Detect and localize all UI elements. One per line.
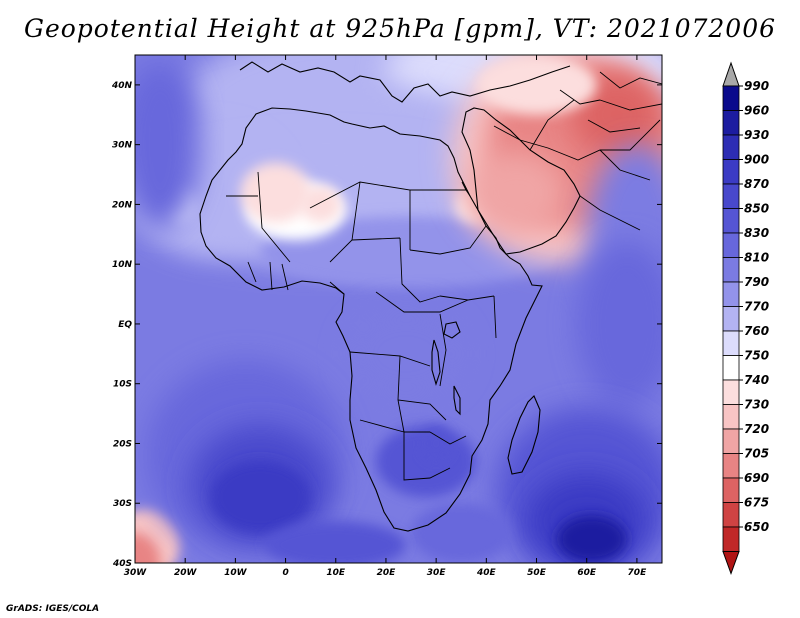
madagascar-coastline: [507, 395, 541, 475]
x-tick-label: 20W: [174, 568, 198, 578]
country-borders: [226, 99, 661, 481]
colorbar-extend-top: [722, 61, 740, 87]
colorbar-label: 730: [744, 398, 769, 412]
chart-title: Geopotential Height at 925hPa [gpm], VT:…: [23, 14, 777, 43]
axes: 30W 20W 10W 0 10E 20E 30E 40E 50E 60E 70E 40S 30S 20S…: [111, 55, 662, 578]
height-shading-29: [421, 425, 452, 462]
colorbar-label: 690: [744, 471, 769, 485]
coastlines-and-borders: [199, 61, 662, 532]
colorbar-swatch: [722, 85, 740, 111]
x-tick-label: 10E: [326, 568, 346, 578]
x-tick-label: 20E: [377, 568, 397, 578]
arabia-coastline: [461, 107, 581, 255]
plot-frame: [134, 54, 663, 564]
colorbar-label: 990: [744, 79, 769, 93]
east-asia-borders: [559, 71, 662, 133]
height-shading-31: [411, 503, 512, 563]
y-tick-label: 10N: [112, 260, 133, 270]
colorbar-swatch: [722, 183, 740, 209]
x-tick-label: 10W: [224, 568, 248, 578]
colorbar-swatch: [722, 281, 740, 307]
height-shading-16: [466, 150, 567, 235]
colorbar-extend-bottom: [722, 551, 740, 575]
colorbar-swatch: [722, 306, 740, 332]
colorbar-swatch: [722, 477, 740, 503]
lake-malawi: [453, 385, 461, 416]
height-shading-14: [571, 72, 662, 157]
y-tick-label: 30S: [113, 499, 132, 509]
height-shading-17: [135, 61, 201, 229]
colorbar-swatch: [722, 134, 740, 160]
colorbar-label: 900: [744, 153, 769, 167]
plot-area: [135, 55, 662, 563]
colorbar-swatch: [722, 379, 740, 405]
colorbar-swatch: [722, 404, 740, 430]
x-tick-label: 60E: [577, 568, 597, 578]
colorbar-swatch: [722, 232, 740, 258]
colorbar-label: 650: [744, 520, 769, 534]
y-tick-label: 20S: [113, 439, 132, 449]
colorbar-label: 740: [744, 373, 769, 387]
colorbar-swatch: [722, 453, 740, 479]
height-shading-7: [240, 162, 311, 223]
colorbar-swatch: [722, 330, 740, 356]
x-tick-label: 0: [282, 568, 288, 578]
africa-coastline: [199, 107, 543, 532]
colorbar-label: 930: [744, 128, 769, 142]
colorbar-label: 770: [744, 300, 769, 314]
height-shading-8: [300, 186, 341, 223]
colorbar-swatch: [722, 110, 740, 136]
height-field-shading: [135, 55, 662, 563]
y-tick-label: EQ: [118, 320, 132, 330]
y-tick-label: 40S: [112, 559, 132, 569]
x-tick-label: 40E: [476, 568, 497, 578]
colorbar-swatch: [722, 257, 740, 283]
colorbar-label: 705: [744, 447, 769, 461]
y-tick-label: 10S: [113, 380, 132, 390]
y-tick-label: 40N: [111, 81, 133, 91]
europe-coastline: [239, 61, 571, 103]
x-tick-label: 70E: [628, 568, 648, 578]
colorbar-label: 720: [744, 422, 769, 436]
height-shading-15: [476, 55, 597, 115]
colorbar-swatch: [722, 159, 740, 185]
x-tick-label: 50E: [527, 568, 547, 578]
colorbar-label: 850: [744, 202, 769, 216]
x-tick-label: 30E: [427, 568, 447, 578]
colorbar-swatch: [722, 428, 740, 454]
lake-tanganyika: [431, 339, 441, 386]
height-shading-27: [556, 515, 627, 563]
height-shading-24: [210, 461, 311, 534]
colorbar-label: 750: [744, 349, 769, 363]
y-tick-label: 20N: [112, 200, 133, 210]
height-shading-21: [135, 533, 161, 563]
colorbar-swatch: [722, 355, 740, 381]
height-shading-32: [265, 521, 407, 563]
colorbar: 990 960 930 900 870 850 830 810 790 770 760 750 740 7…: [722, 61, 769, 575]
x-tick-label: 30W: [124, 568, 148, 578]
credit-label: GrADS: IGES/COLA: [6, 604, 100, 614]
colorbar-label: 960: [744, 104, 769, 118]
colorbar-label: 870: [744, 177, 769, 191]
y-tick-label: 30N: [112, 141, 133, 151]
height-shading-19: [576, 240, 662, 408]
lake-victoria: [443, 321, 461, 339]
colorbar-label: 790: [744, 275, 769, 289]
colorbar-swatch: [722, 502, 740, 528]
colorbar-label: 830: [744, 226, 769, 240]
colorbar-swatch: [722, 526, 740, 552]
colorbar-swatch: [722, 208, 740, 234]
height-shading-30: [345, 306, 467, 402]
colorbar-label: 760: [744, 324, 769, 338]
colorbar-label: 675: [744, 496, 769, 510]
colorbar-label: 810: [744, 251, 769, 265]
